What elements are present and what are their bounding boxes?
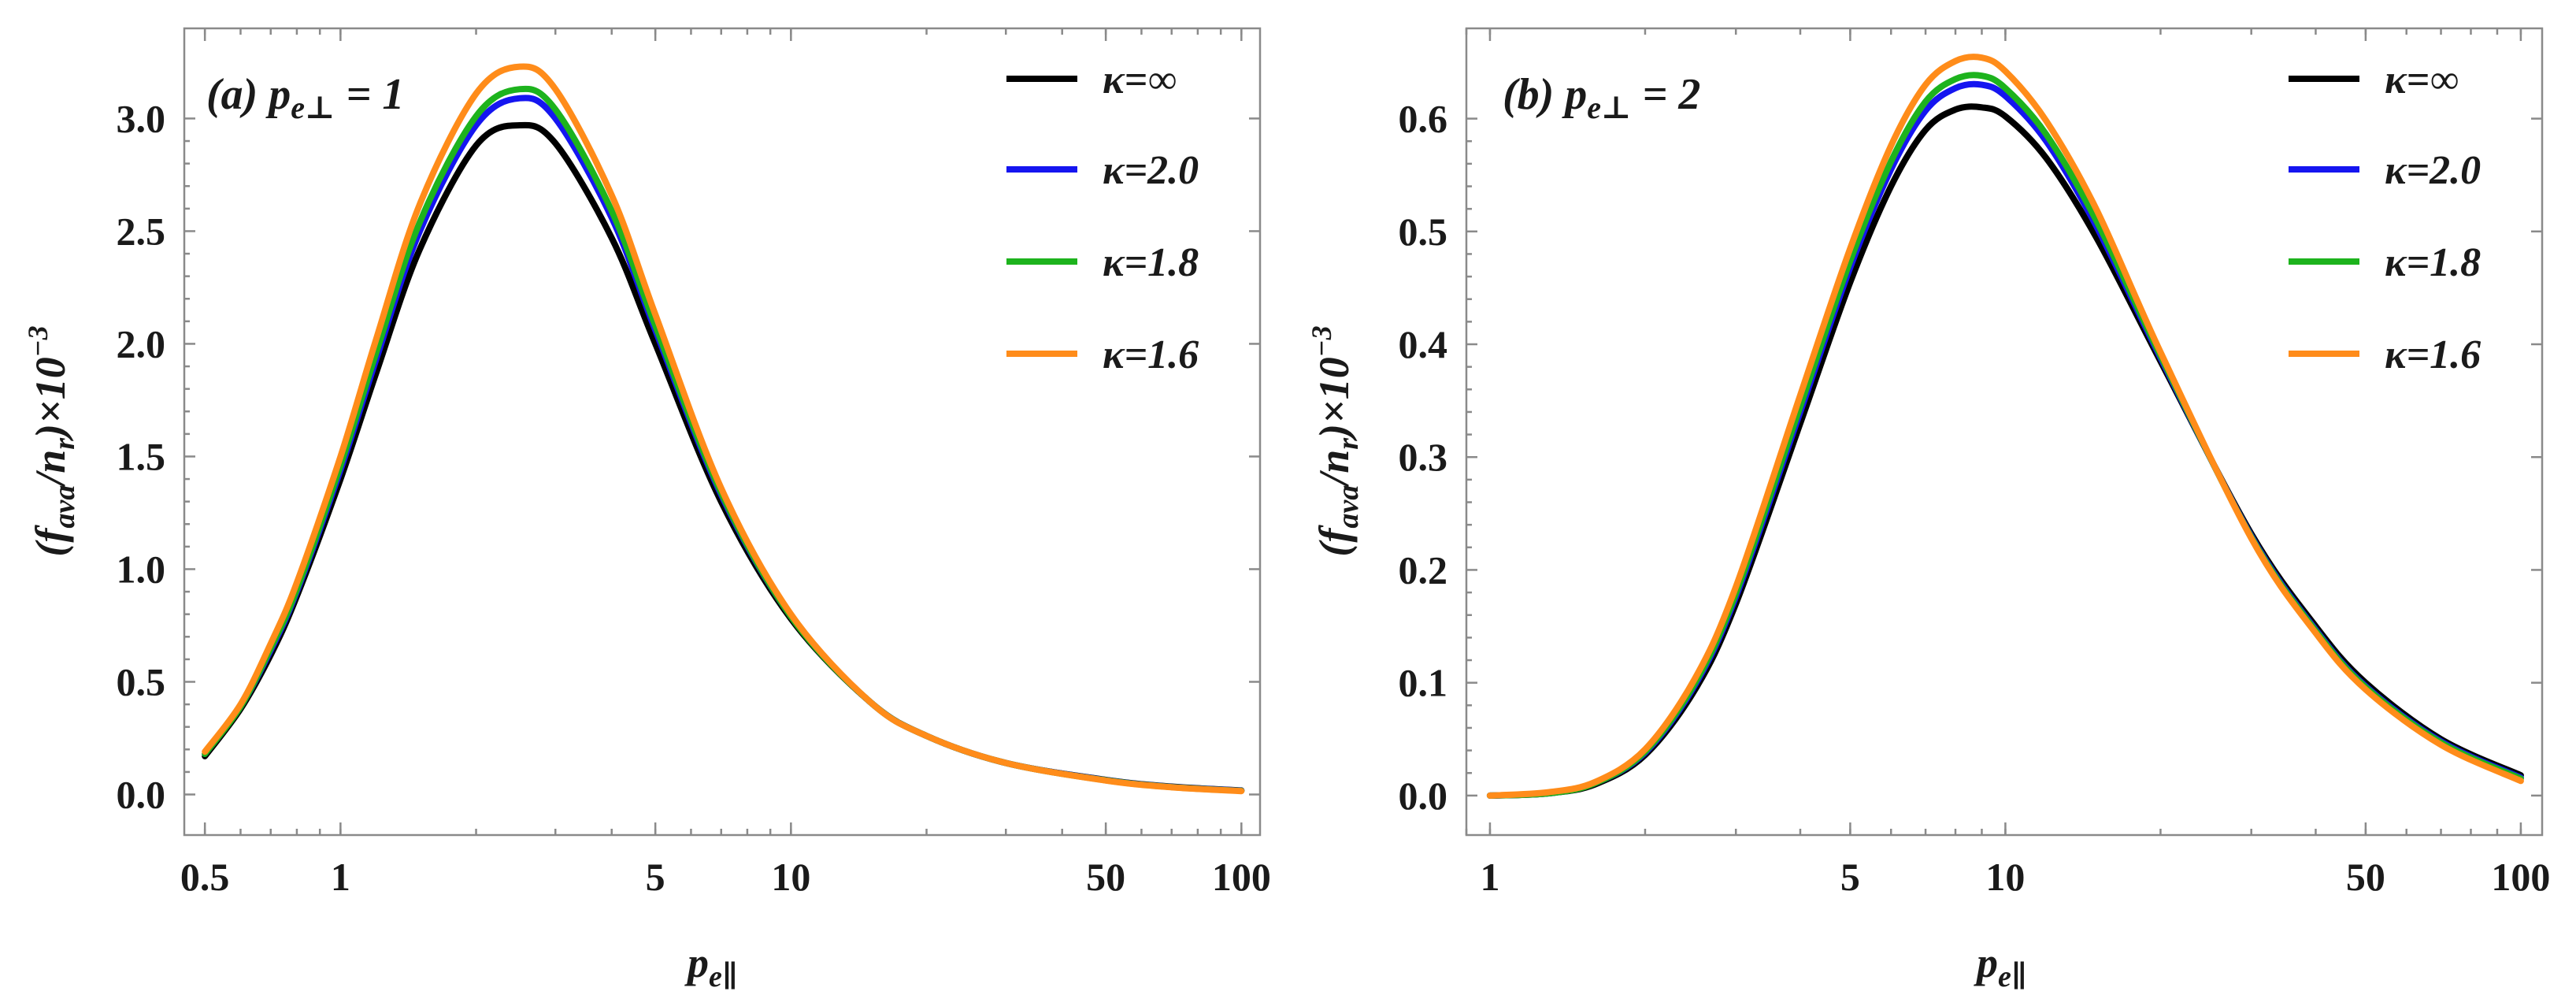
- legend-item: κ=∞: [2289, 58, 2459, 102]
- y-tick-label: 0.5: [1399, 210, 1448, 254]
- y-tick-label: 0.6: [1399, 97, 1448, 141]
- y-tick-label: 1.5: [117, 434, 166, 478]
- x-tick-label: 10: [1985, 855, 2025, 899]
- panel-label-subscript: e⊥: [1587, 90, 1631, 125]
- x-tick-label: 50: [1086, 855, 1125, 899]
- legend-item: κ=2.0: [1006, 148, 1199, 193]
- panel-label-subscript: e⊥: [291, 90, 335, 125]
- y-tick-label: 0.4: [1399, 322, 1448, 366]
- legend-item: κ=∞: [1006, 58, 1177, 102]
- panel-label-prefix: (a): [206, 70, 269, 119]
- legend-label: κ=∞: [1103, 58, 1177, 102]
- panel-label: (b) pe⊥ = 2: [1503, 70, 1700, 125]
- x-tick-label: 100: [1212, 855, 1271, 899]
- legend-item: κ=1.6: [2289, 332, 2481, 377]
- legend-label: κ=2.0: [2385, 148, 2481, 193]
- x-tick-label: 5: [1840, 855, 1860, 899]
- legend: κ=∞ κ=2.0 κ=1.8 κ=1.6: [2289, 58, 2481, 377]
- y-tick-label: 1.0: [117, 547, 166, 591]
- chart-panel-b: 0.0 0.1 0.2 0.3 0.4 0.5 0.6 1 5 10 50 100 (b) pe⊥ …: [1306, 27, 2550, 993]
- legend: κ=∞ κ=2.0 κ=1.8 κ=1.6: [1006, 58, 1199, 377]
- x-tick-label: 10: [771, 855, 810, 899]
- legend-label: κ=1.8: [2385, 240, 2481, 285]
- y-tick-label: 0.5: [117, 659, 166, 703]
- x-tick-label: 100: [2491, 855, 2550, 899]
- series-line: [202, 85, 1245, 794]
- legend-item: κ=1.8: [1006, 240, 1199, 285]
- chart-panel-a: 0.0 0.5 1.0 1.5 2.0 2.5 3.0 0.5 1 5 10 50 100 (a) p…: [22, 27, 1271, 993]
- legend-item: κ=2.0: [2289, 148, 2481, 193]
- legend-label: κ=1.6: [1103, 332, 1199, 377]
- legend-item: κ=1.6: [1006, 332, 1199, 377]
- series-lines: [1486, 54, 2524, 799]
- plot-frame: [183, 27, 1262, 837]
- x-tick-label: 5: [646, 855, 665, 899]
- x-tick-label: 50: [2346, 855, 2385, 899]
- y-tick-label: 0.0: [117, 773, 166, 817]
- series-line: [1486, 54, 2524, 799]
- y-tick-label: 0.1: [1399, 661, 1448, 705]
- panel-label-suffix: = 1: [335, 70, 404, 119]
- x-axis-title: pe∥: [1974, 939, 2027, 993]
- panel-label-prefix: (b): [1503, 70, 1565, 119]
- y-ticks: 0.0 0.5 1.0 1.5 2.0 2.5 3.0: [117, 96, 1260, 817]
- x-ticks: 0.5 1 5 10 50 100: [180, 28, 1271, 899]
- x-axis-title: pe∥: [684, 939, 738, 993]
- y-tick-label: 0.3: [1399, 435, 1448, 479]
- series-lines: [202, 63, 1245, 795]
- y-tick-label: 2.5: [117, 209, 166, 253]
- y-tick-label: 3.0: [117, 96, 166, 140]
- series-line: [202, 95, 1245, 794]
- legend-label: κ=1.6: [2385, 332, 2481, 377]
- y-ticks: 0.0 0.1 0.2 0.3 0.4 0.5 0.6: [1399, 97, 2542, 818]
- legend-label: κ=2.0: [1103, 148, 1199, 193]
- x-tick-label: 1: [1480, 855, 1499, 899]
- panel-label: (a) pe⊥ = 1: [206, 70, 404, 125]
- legend-item: κ=1.8: [2289, 240, 2481, 285]
- x-ticks: 1 5 10 50 100: [1465, 28, 2550, 899]
- legend-label: κ=1.8: [1103, 240, 1199, 285]
- panel-label-symbol: p: [265, 70, 291, 119]
- series-line: [202, 63, 1245, 795]
- y-tick-label: 0.2: [1399, 548, 1448, 592]
- legend-label: κ=∞: [2385, 58, 2459, 102]
- y-tick-label: 2.0: [117, 321, 166, 366]
- y-tick-label: 0.0: [1399, 774, 1448, 818]
- series-line: [202, 121, 1245, 794]
- x-tick-label: 0.5: [180, 855, 230, 899]
- panel-label-suffix: = 2: [1631, 70, 1700, 119]
- y-axis-title: (fava/nr)×10−3: [1306, 325, 1365, 556]
- x-tick-label: 1: [331, 855, 350, 899]
- y-axis-title: (fava/nr)×10−3: [22, 325, 81, 556]
- panel-label-symbol: p: [1562, 70, 1587, 119]
- plot-frame: [1465, 27, 2544, 837]
